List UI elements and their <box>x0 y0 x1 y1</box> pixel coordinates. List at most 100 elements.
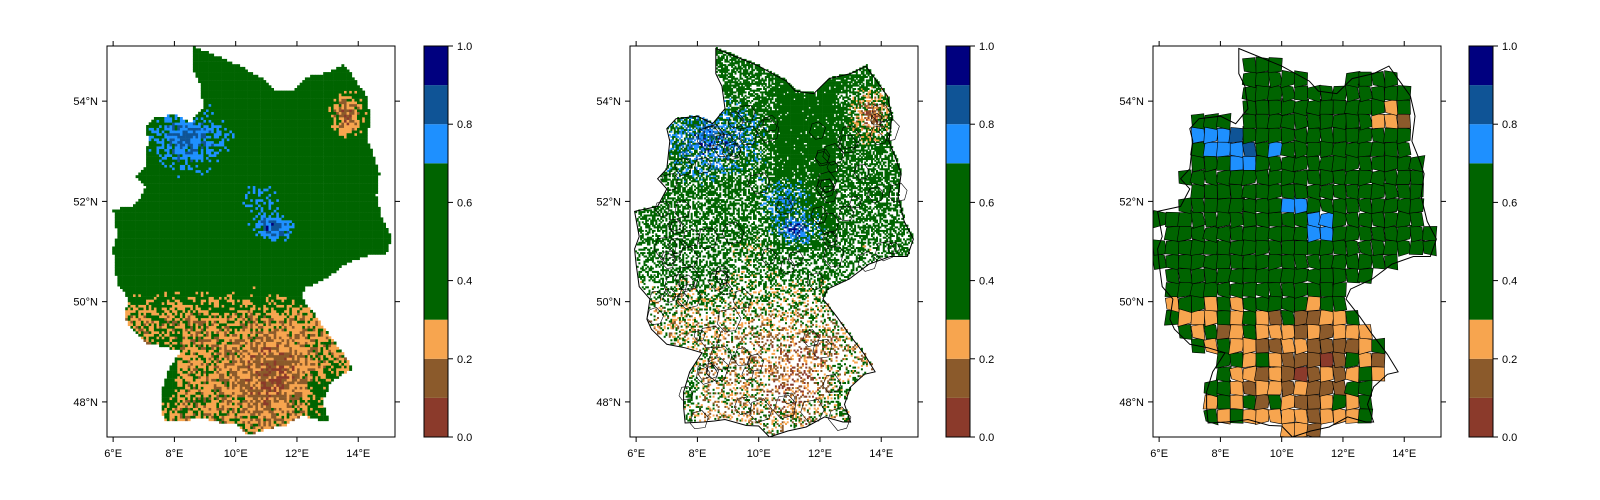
raster-cell <box>182 183 186 187</box>
raster-cell <box>182 278 186 282</box>
raster-cell <box>213 288 217 292</box>
raster-cell <box>182 291 186 295</box>
raster-cell <box>219 383 222 387</box>
raster-cell <box>185 185 188 189</box>
raster-cell <box>224 278 228 282</box>
raster-cell <box>185 249 188 253</box>
raster-cell <box>190 412 194 416</box>
raster-cell <box>219 259 222 263</box>
raster-cell <box>211 373 215 377</box>
raster-cell <box>195 357 199 361</box>
raster-cell <box>195 415 199 419</box>
raster-cell <box>206 64 209 68</box>
raster-cell <box>226 389 230 393</box>
raster-cell <box>224 122 228 126</box>
raster-cell <box>221 82 225 86</box>
raster-cell <box>216 159 220 163</box>
raster-cell <box>226 109 230 113</box>
raster-cell <box>211 272 215 276</box>
raster-cell <box>221 125 225 128</box>
raster-cell <box>219 164 222 168</box>
raster-cell <box>185 246 188 250</box>
raster-cell <box>179 386 183 390</box>
raster-cell <box>127 312 131 316</box>
raster-cell <box>177 209 181 213</box>
raster-cell <box>226 344 230 348</box>
raster-cell <box>192 214 196 218</box>
raster-cell <box>234 88 238 91</box>
raster-cell <box>224 397 228 401</box>
raster-cell <box>164 249 168 253</box>
raster-cell <box>130 262 134 266</box>
raster-cell <box>185 315 188 319</box>
raster-cell <box>192 415 196 419</box>
raster-cell <box>182 214 186 218</box>
raster-cell <box>187 302 191 305</box>
raster-cell <box>226 72 230 76</box>
raster-cell <box>221 344 225 348</box>
raster-cell <box>187 243 191 247</box>
raster-cell <box>206 130 209 134</box>
raster-cell <box>198 117 201 120</box>
raster-cell <box>125 286 129 290</box>
raster-cell <box>208 64 212 68</box>
raster-cell <box>179 201 183 205</box>
raster-cell <box>161 283 165 287</box>
raster-cell <box>164 288 168 292</box>
raster-cell <box>140 309 144 313</box>
raster-cell <box>216 257 220 261</box>
raster-cell <box>198 61 201 65</box>
raster-cell <box>216 148 220 152</box>
raster-cell <box>166 391 170 395</box>
raster-cell <box>166 291 170 295</box>
raster-cell <box>120 217 123 221</box>
raster-cell <box>192 196 196 200</box>
raster-cell <box>211 275 215 279</box>
raster-cell <box>169 272 173 276</box>
raster-cell <box>161 196 165 200</box>
raster-cell <box>229 177 233 181</box>
raster-cell <box>234 405 238 408</box>
raster-cell <box>172 148 175 152</box>
raster-cell <box>237 117 241 120</box>
raster-cell <box>219 95 222 99</box>
raster-cell <box>239 375 243 379</box>
raster-cell <box>130 225 134 229</box>
raster-cell <box>203 58 207 62</box>
raster-cell <box>140 180 144 184</box>
raster-cell <box>221 198 225 202</box>
raster-cell <box>229 265 233 268</box>
raster-cell <box>226 175 230 179</box>
raster-cell <box>221 172 225 176</box>
raster-cell <box>179 378 183 382</box>
raster-cell <box>219 381 222 385</box>
raster-cell <box>187 405 191 408</box>
raster-cell <box>232 154 235 157</box>
raster-cell <box>221 222 225 226</box>
raster-cell <box>169 156 173 160</box>
raster-cell <box>198 309 201 313</box>
raster-cell <box>237 357 241 361</box>
raster-cell <box>192 302 196 305</box>
raster-cell <box>242 399 246 403</box>
raster-cell <box>232 368 235 371</box>
raster-cell <box>151 196 155 200</box>
raster-cell <box>161 328 165 332</box>
raster-cell <box>190 257 194 261</box>
raster-cell <box>203 180 207 184</box>
raster-cell <box>234 270 238 274</box>
raster-cell <box>203 235 207 239</box>
raster-cell <box>148 331 152 334</box>
raster-cell <box>206 167 209 171</box>
raster-cell <box>125 291 129 295</box>
raster-cell <box>203 191 207 194</box>
raster-cell <box>229 333 233 337</box>
raster-cell <box>190 238 194 242</box>
raster-cell <box>229 135 233 139</box>
raster-cell <box>198 383 201 387</box>
raster-cell <box>156 294 160 297</box>
raster-cell <box>213 389 217 393</box>
raster-cell <box>177 117 181 120</box>
raster-cell <box>232 288 235 292</box>
raster-cell <box>234 418 238 422</box>
